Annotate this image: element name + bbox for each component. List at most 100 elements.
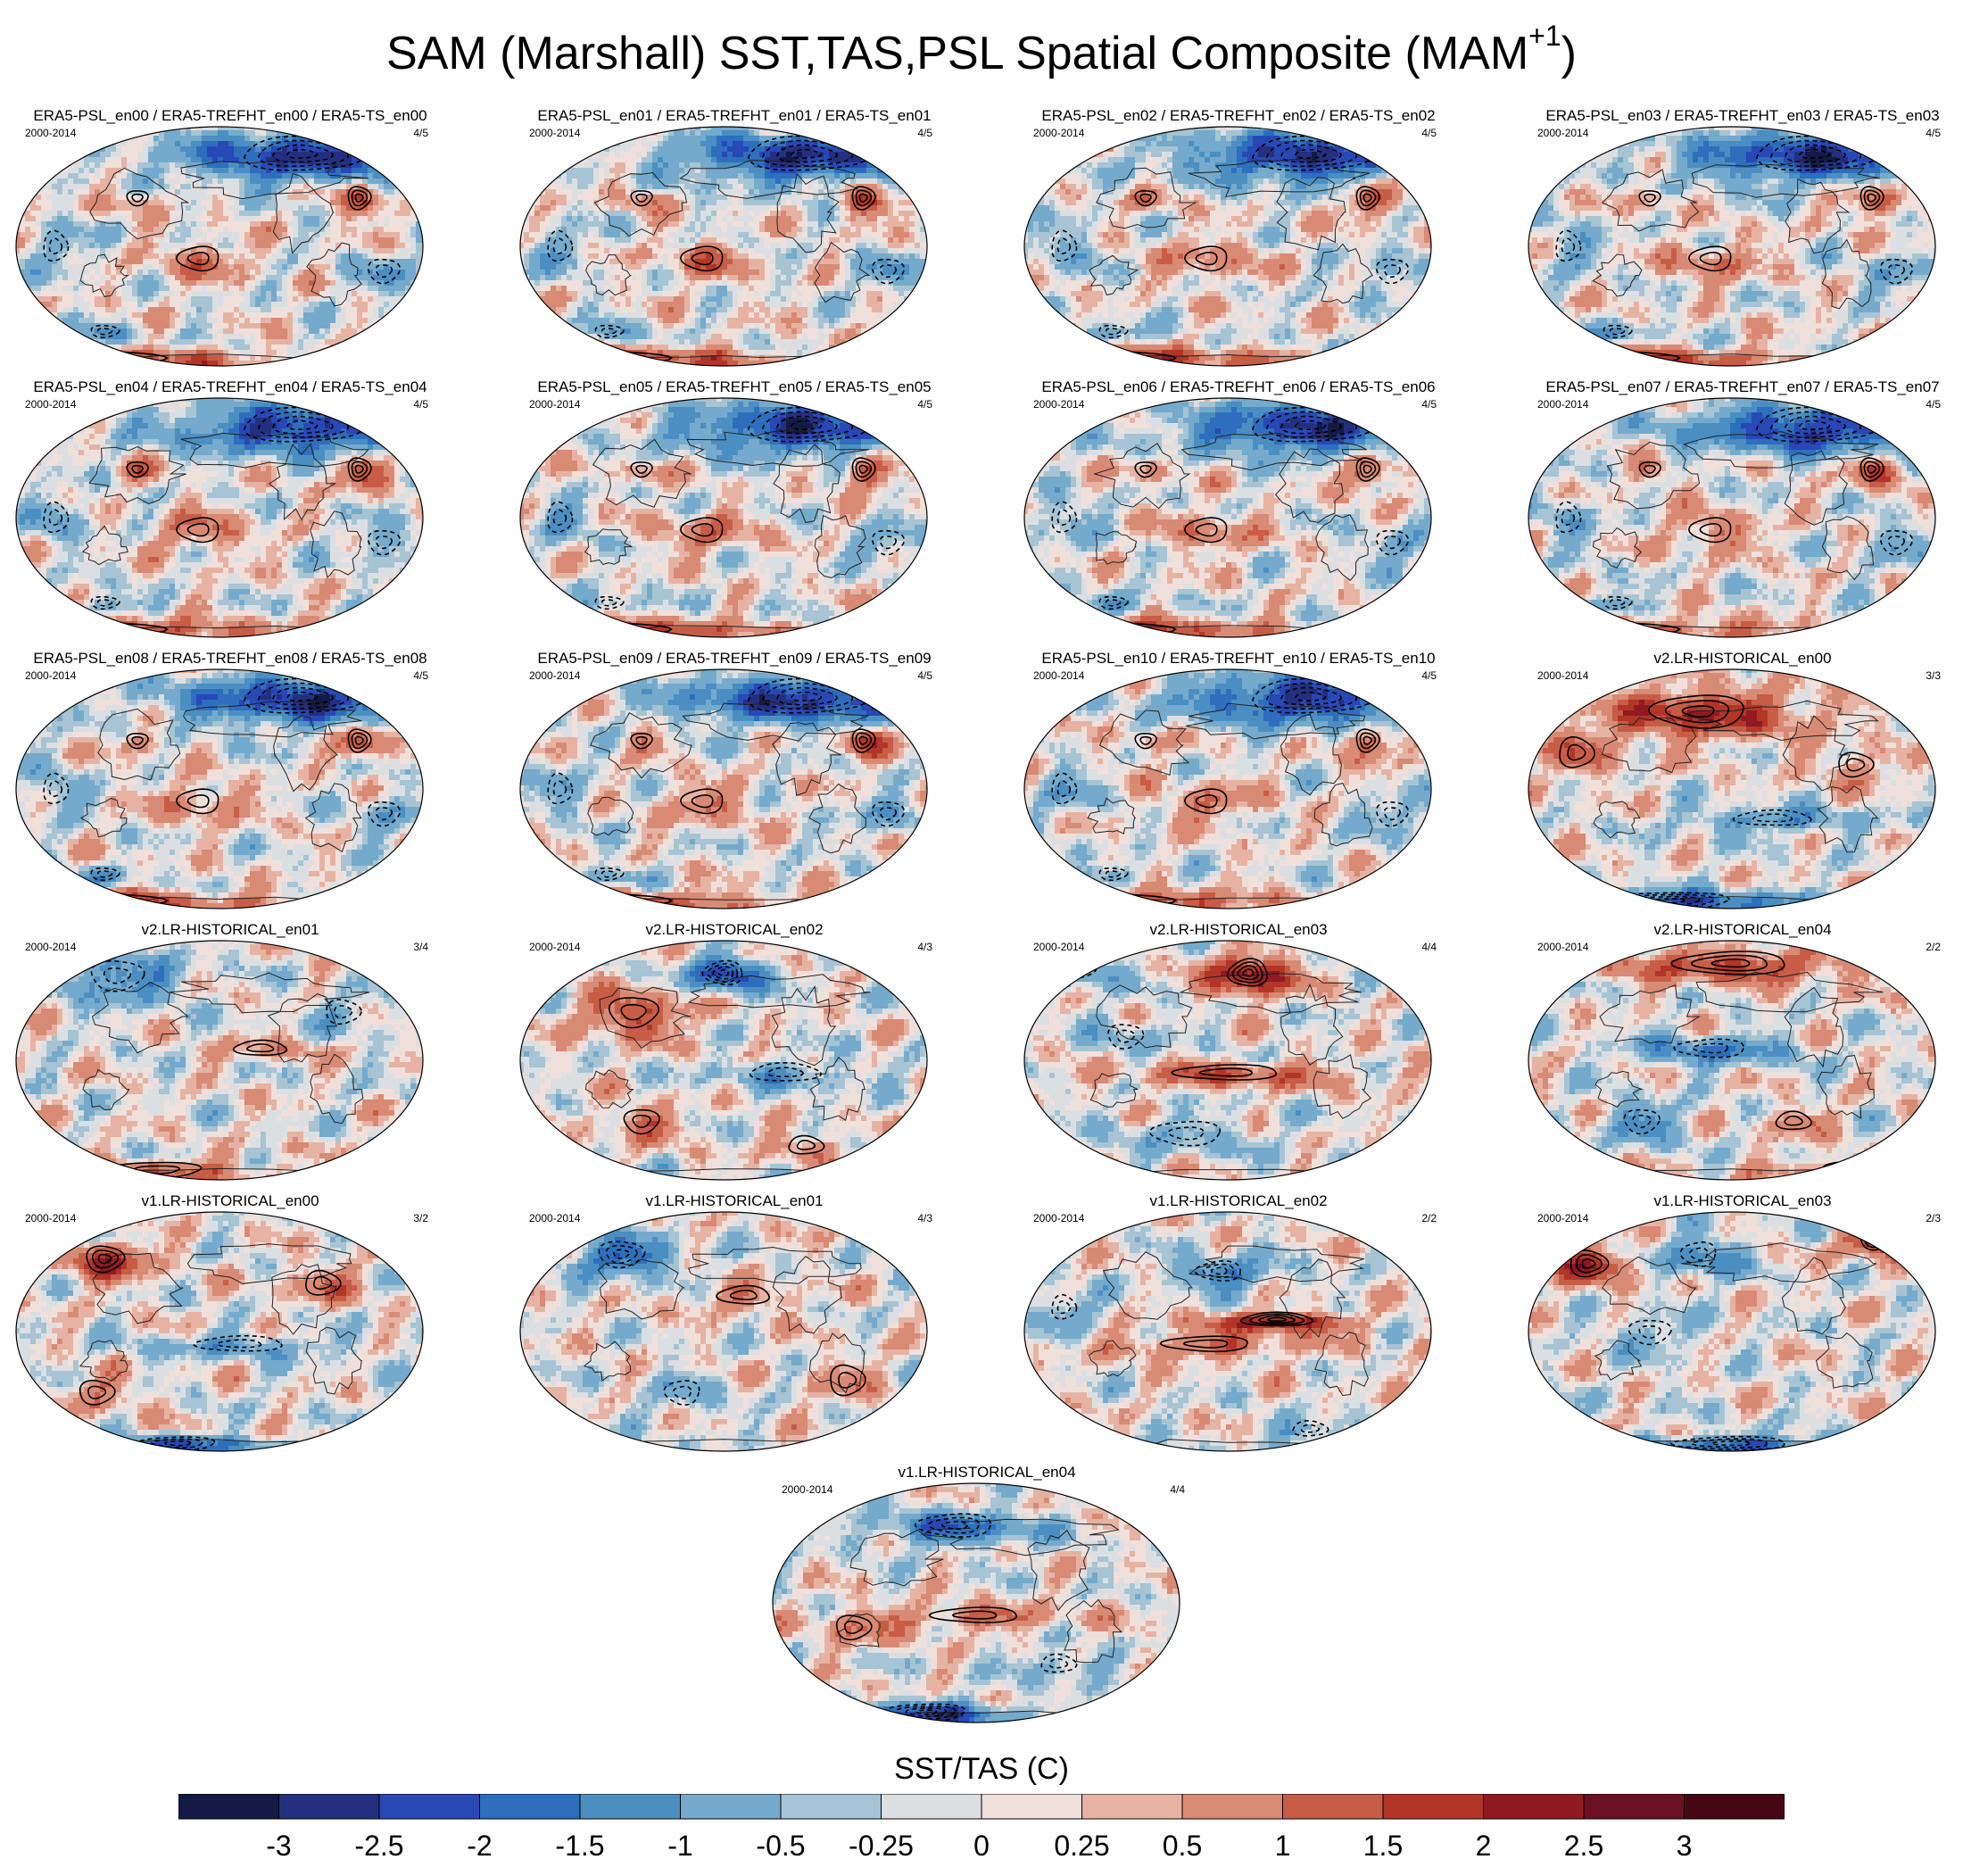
map-border [519, 1211, 928, 1452]
anomaly-level-2 [207, 141, 362, 173]
map-panel: v2.LR-HISTORICAL_en00 2000-2014 3/3 [1520, 650, 1963, 917]
anomaly-level-5 [540, 1226, 927, 1451]
map-border [1528, 397, 1936, 638]
robinson-map [15, 126, 424, 367]
anomaly-level-4 [1528, 398, 1923, 557]
map-border [1023, 1211, 1432, 1452]
robinson-map [15, 397, 424, 638]
anomaly-level-2 [239, 407, 384, 444]
anomaly-level-12 [636, 1009, 658, 1137]
panel-period: 2000-2014 [25, 127, 77, 139]
robinson-map [15, 940, 424, 1181]
anomaly-level-7 [520, 941, 927, 1180]
anomaly-field [520, 398, 927, 637]
colorbar-tick-label: 1 [1274, 1830, 1291, 1862]
panel-title: v1.LR-HISTORICAL_en03 [1653, 1192, 1832, 1209]
anomaly-level-9 [1528, 152, 1935, 366]
anomaly-level-10 [16, 1216, 405, 1440]
anomaly-field [1024, 127, 1431, 366]
colorbar-segment [378, 1794, 480, 1820]
anomaly-level-8 [520, 127, 927, 366]
colorbar-tick-label: 0.5 [1162, 1830, 1203, 1862]
panel-ratio: 4/5 [1421, 127, 1437, 139]
panel-ratio: 4/4 [1170, 1483, 1185, 1496]
colorbar-segment [881, 1794, 982, 1820]
colorbar-segment [981, 1794, 1082, 1820]
anomaly-level-7 [520, 398, 927, 637]
robinson-map [519, 668, 928, 909]
anomaly-level-4 [1044, 673, 1429, 882]
panel-title: v1.LR-HISTORICAL_en04 [898, 1464, 1076, 1481]
anomaly-level-2 [1269, 678, 1360, 716]
map-border [15, 126, 424, 367]
map-border [772, 1482, 1180, 1723]
anomaly-level-5 [1528, 398, 1935, 616]
anomaly-level-7 [1024, 669, 1431, 909]
anomaly-level-9 [1024, 398, 1429, 637]
map-panel: ERA5-PSL_en06 / ERA5-TREFHT_en06 / ERA5-… [1015, 378, 1462, 646]
anomaly-level-5 [1532, 669, 1934, 909]
anomaly-level-7 [16, 398, 423, 637]
anomaly-level-9 [1528, 941, 1935, 1180]
colorbar-tick-label: -1 [667, 1830, 693, 1862]
anomaly-level-10 [1044, 450, 1429, 637]
anomaly-level-4 [79, 950, 341, 1121]
anomaly-level-6 [1528, 941, 1935, 1180]
anomaly-level-5 [16, 127, 423, 344]
anomaly-level-10 [534, 178, 920, 366]
robinson-map [1023, 397, 1432, 638]
colorbar-title: SST/TAS (C) [894, 1752, 1069, 1786]
panel-period: 2000-2014 [1033, 127, 1085, 139]
anomaly-level-8 [16, 402, 423, 637]
anomaly-field [520, 941, 927, 1180]
panel-title: v2.LR-HISTORICAL_en01 [141, 921, 319, 938]
anomaly-level-10 [529, 1212, 920, 1440]
anomaly-level-10 [1024, 941, 1431, 1180]
anomaly-level-4 [30, 130, 405, 339]
anomaly-level-3 [690, 960, 781, 1083]
robinson-map [1528, 940, 1936, 1181]
panel-title: ERA5-PSL_en00 / ERA5-TREFHT_en00 / ERA5-… [33, 107, 427, 124]
panel-period: 2000-2014 [1033, 669, 1085, 682]
colorbar-segment [278, 1794, 380, 1820]
anomaly-level-7 [16, 669, 423, 903]
panel-title: v2.LR-HISTORICAL_en02 [645, 921, 824, 938]
map-panel: v1.LR-HISTORICAL_en02 2000-2014 2/2 [1015, 1192, 1462, 1460]
anomaly-level-4 [577, 1226, 674, 1430]
psl-contours [598, 1241, 866, 1406]
panel-title: v1.LR-HISTORICAL_en00 [141, 1192, 319, 1209]
anomaly-level-6 [520, 1212, 925, 1451]
colorbar-tick-label: -3 [266, 1830, 292, 1862]
colorbar-tick-label: -1.5 [555, 1830, 605, 1862]
anomaly-level-2 [615, 1253, 620, 1258]
map-panel: ERA5-PSL_en08 / ERA5-TREFHT_en08 / ERA5-… [7, 650, 453, 917]
panel-period: 2000-2014 [1033, 1212, 1085, 1224]
panel-ratio: 4/5 [917, 127, 932, 139]
anomaly-level-10 [1528, 669, 1935, 892]
anomaly-level-11 [1528, 694, 1864, 796]
map-panel: v1.LR-HISTORICAL_en03 2000-2014 2/3 [1520, 1192, 1963, 1460]
colorbar-tick-label: -0.5 [756, 1830, 806, 1862]
panel-period: 2000-2014 [25, 398, 77, 411]
anomaly-level-1 [1794, 428, 1832, 444]
anomaly-level-10 [1024, 141, 1431, 366]
colorbar-segment [1282, 1794, 1384, 1820]
anomaly-level-9 [20, 669, 421, 909]
colorbar-segment [1483, 1794, 1585, 1820]
anomaly-level-11 [1596, 944, 1826, 1180]
anomaly-level-6 [1528, 669, 1935, 898]
colorbar-segment [1684, 1794, 1785, 1820]
robinson-map [519, 940, 928, 1181]
panel-period: 2000-2014 [1033, 941, 1085, 953]
anomaly-level-8 [16, 941, 423, 1180]
panel-period: 2000-2014 [1537, 941, 1589, 953]
anomaly-level-11 [1103, 1312, 1338, 1387]
map-border [1528, 940, 1936, 1181]
anomaly-level-11 [1618, 461, 1896, 637]
anomaly-level-8 [520, 941, 927, 1180]
anomaly-level-10 [62, 669, 410, 909]
panel-period: 2000-2014 [782, 1483, 833, 1496]
panel-ratio: 4/5 [413, 127, 428, 139]
panel-ratio: 4/5 [413, 398, 428, 411]
colorbar-tick-label: 0 [973, 1830, 990, 1862]
